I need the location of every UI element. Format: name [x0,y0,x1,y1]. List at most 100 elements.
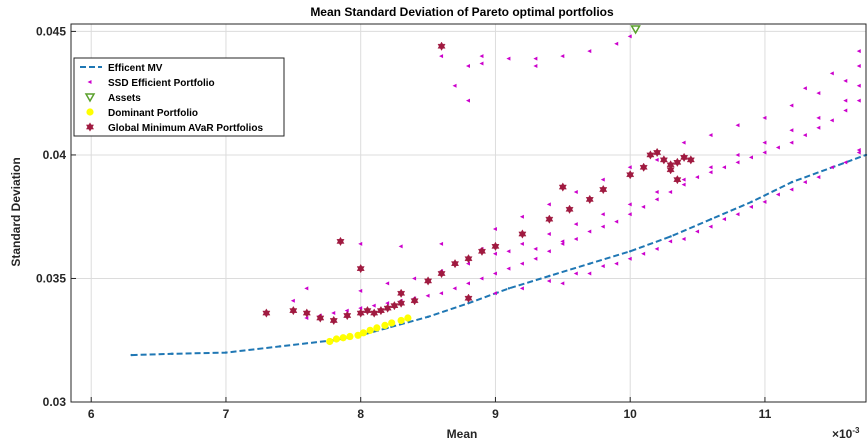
data-point [316,313,325,323]
data-point [681,182,686,187]
data-point [843,160,848,165]
series-2 [630,25,641,35]
data-point [843,78,848,83]
data-point [339,334,347,342]
y-tick-label: 0.035 [36,271,66,285]
data-point [304,316,309,320]
data-point [762,115,767,120]
data-point [654,197,659,202]
data-point [735,160,740,165]
legend-swatch [86,122,94,132]
data-point [262,308,271,318]
data-point [370,308,379,318]
legend-label: Efficent MV [108,63,163,74]
data-point [681,236,686,241]
data-point [573,271,578,276]
y-tick-label: 0.04 [43,148,67,162]
data-point [722,165,727,170]
data-point [479,54,484,59]
data-point [695,175,700,180]
data-point [477,246,486,256]
legend-label: Assets [108,93,141,104]
data-point [748,155,753,160]
data-point [452,83,457,88]
data-point [359,329,367,337]
data-point [775,145,780,150]
x-tick-label: 11 [759,407,772,421]
data-point [479,276,484,281]
data-point [545,214,554,224]
data-point [491,241,500,251]
data-point [466,281,470,286]
data-point [585,194,594,205]
data-point [626,170,635,180]
data-point [451,259,460,269]
data-point [385,281,390,286]
data-point [383,303,392,313]
data-point [686,155,695,165]
data-point [856,83,861,88]
data-point [587,49,592,54]
data-point [843,108,848,113]
y-axis-label: Standard Deviation [9,157,23,266]
efficient-mv-point [790,180,794,184]
data-point [381,321,389,330]
data-point [560,239,565,244]
data-point [466,261,470,266]
data-point [479,61,484,66]
data-point [466,98,470,103]
data-point [627,256,632,261]
data-point [666,165,675,175]
series-4 [262,41,695,326]
data-point [519,241,524,246]
efficient-mv-point [467,301,470,305]
data-point [856,150,861,155]
series-3 [326,314,412,346]
data-point [452,286,457,291]
data-point [404,314,412,322]
data-point [410,296,419,306]
data-point [519,286,524,291]
data-point [558,182,567,192]
data-point [573,222,578,227]
data-point [630,25,641,35]
data-point [708,170,713,175]
efficient-mv-point [548,274,551,278]
data-point [376,305,385,316]
data-marks [262,25,861,346]
data-point [464,254,473,264]
data-point [856,64,861,68]
chart-title: Mean Standard Deviation of Pareto optima… [310,5,614,19]
data-point [371,303,376,308]
data-point [735,152,740,157]
y-tick-label: 0.03 [43,395,67,409]
data-point [546,202,551,207]
data-point [439,54,444,59]
data-point [681,177,686,182]
data-point [302,308,311,318]
efficient-mv-point [750,200,753,204]
legend-label: Dominant Portfolio [108,108,198,119]
x-axis-label: Mean [447,427,478,441]
data-point [346,332,354,341]
data-point [789,103,794,108]
data-point [546,232,551,236]
data-point [506,249,511,254]
data-point [506,56,511,61]
legend-label: SSD Efficient Portfolio [108,78,215,89]
data-point [439,291,444,296]
efficient-mv-point [278,345,282,348]
data-point [518,229,527,239]
data-point [695,229,700,234]
data-point [816,125,821,130]
efficient-mv-point [709,217,713,221]
data-point [506,266,511,271]
data-point [843,98,848,103]
x-tick-label: 9 [492,407,499,421]
legend: Efficent MV SSD Efficient Portfolio Assets… [73,57,285,137]
data-point [289,305,298,316]
data-point [708,133,713,138]
data-point [388,319,396,327]
data-point [646,150,655,160]
data-point [775,192,780,197]
